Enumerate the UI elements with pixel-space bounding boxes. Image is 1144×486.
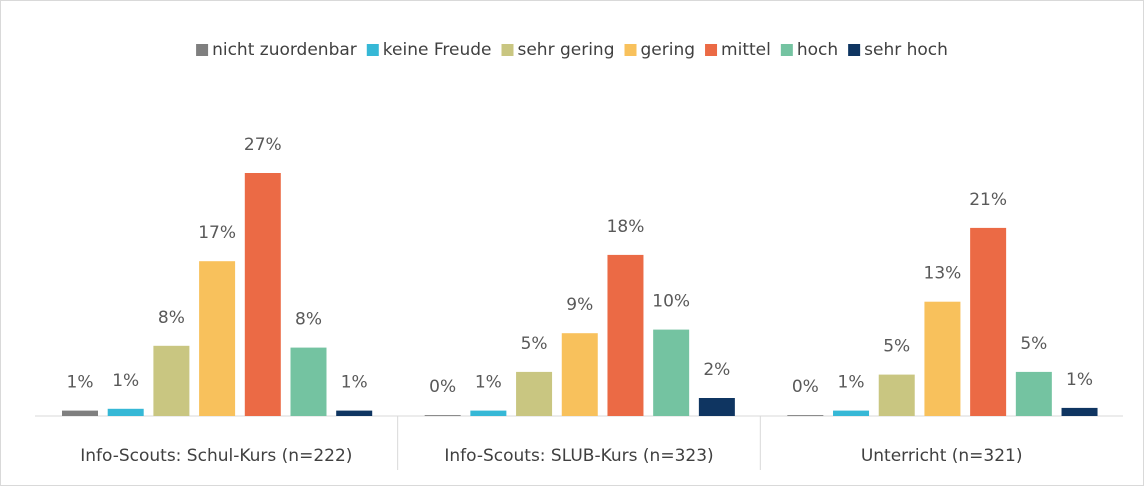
bar (336, 410, 373, 416)
value-label: 2% (703, 360, 730, 380)
value-label: 5% (883, 337, 910, 357)
bar (244, 173, 281, 416)
legend-swatch (366, 44, 379, 56)
x-tick-label: Info-Scouts: SLUB-Kurs (n=323) (444, 446, 713, 466)
bar (970, 227, 1007, 416)
legend-swatch (705, 44, 718, 56)
value-label: 13% (924, 264, 962, 284)
value-label: 1% (838, 373, 865, 393)
x-tick-label: Info-Scouts: Schul-Kurs (n=222) (80, 446, 352, 466)
bar (1061, 407, 1098, 416)
legend-swatch (780, 44, 793, 56)
bar (698, 398, 735, 416)
value-label: 5% (521, 334, 548, 354)
value-label: 0% (792, 377, 819, 397)
value-label: 1% (475, 373, 502, 393)
value-label: 21% (969, 190, 1007, 210)
bar (470, 410, 507, 416)
value-label: 1% (112, 371, 139, 391)
bar (1015, 371, 1052, 416)
bar (199, 261, 236, 416)
value-label: 8% (295, 310, 322, 330)
value-label: 5% (1020, 334, 1047, 354)
legend-label: nicht zuordenbar (212, 40, 357, 60)
value-label: 17% (198, 223, 236, 243)
value-label: 9% (566, 295, 593, 315)
bar (833, 410, 870, 416)
value-label: 1% (67, 373, 94, 393)
bar (516, 371, 553, 416)
legend-label: mittel (721, 40, 771, 60)
legend-swatch (624, 44, 637, 56)
legend-swatch (501, 44, 514, 56)
legend-label: sehr gering (517, 40, 614, 60)
bar (424, 415, 461, 416)
bar (153, 345, 190, 416)
bar (62, 410, 98, 416)
bar (878, 374, 915, 416)
bar (607, 254, 644, 416)
legend-label: hoch (797, 40, 838, 60)
bar (561, 333, 598, 416)
value-label: 1% (341, 373, 368, 393)
value-label: 8% (158, 308, 185, 328)
value-label: 0% (429, 377, 456, 397)
bar (107, 408, 144, 416)
value-label: 27% (244, 135, 282, 155)
legend-swatch (848, 44, 861, 56)
legend-label: keine Freude (383, 40, 492, 60)
legend-label: sehr hoch (864, 40, 948, 60)
legend-label: gering (641, 40, 696, 60)
legend-swatch (196, 44, 209, 56)
value-label: 1% (1066, 370, 1093, 390)
bar (290, 347, 327, 416)
value-label: 10% (652, 292, 690, 312)
x-tick-label: Unterricht (n=321) (861, 446, 1023, 466)
bar (653, 329, 690, 416)
bar (924, 301, 961, 416)
value-label: 18% (607, 217, 645, 237)
bar (787, 415, 824, 416)
